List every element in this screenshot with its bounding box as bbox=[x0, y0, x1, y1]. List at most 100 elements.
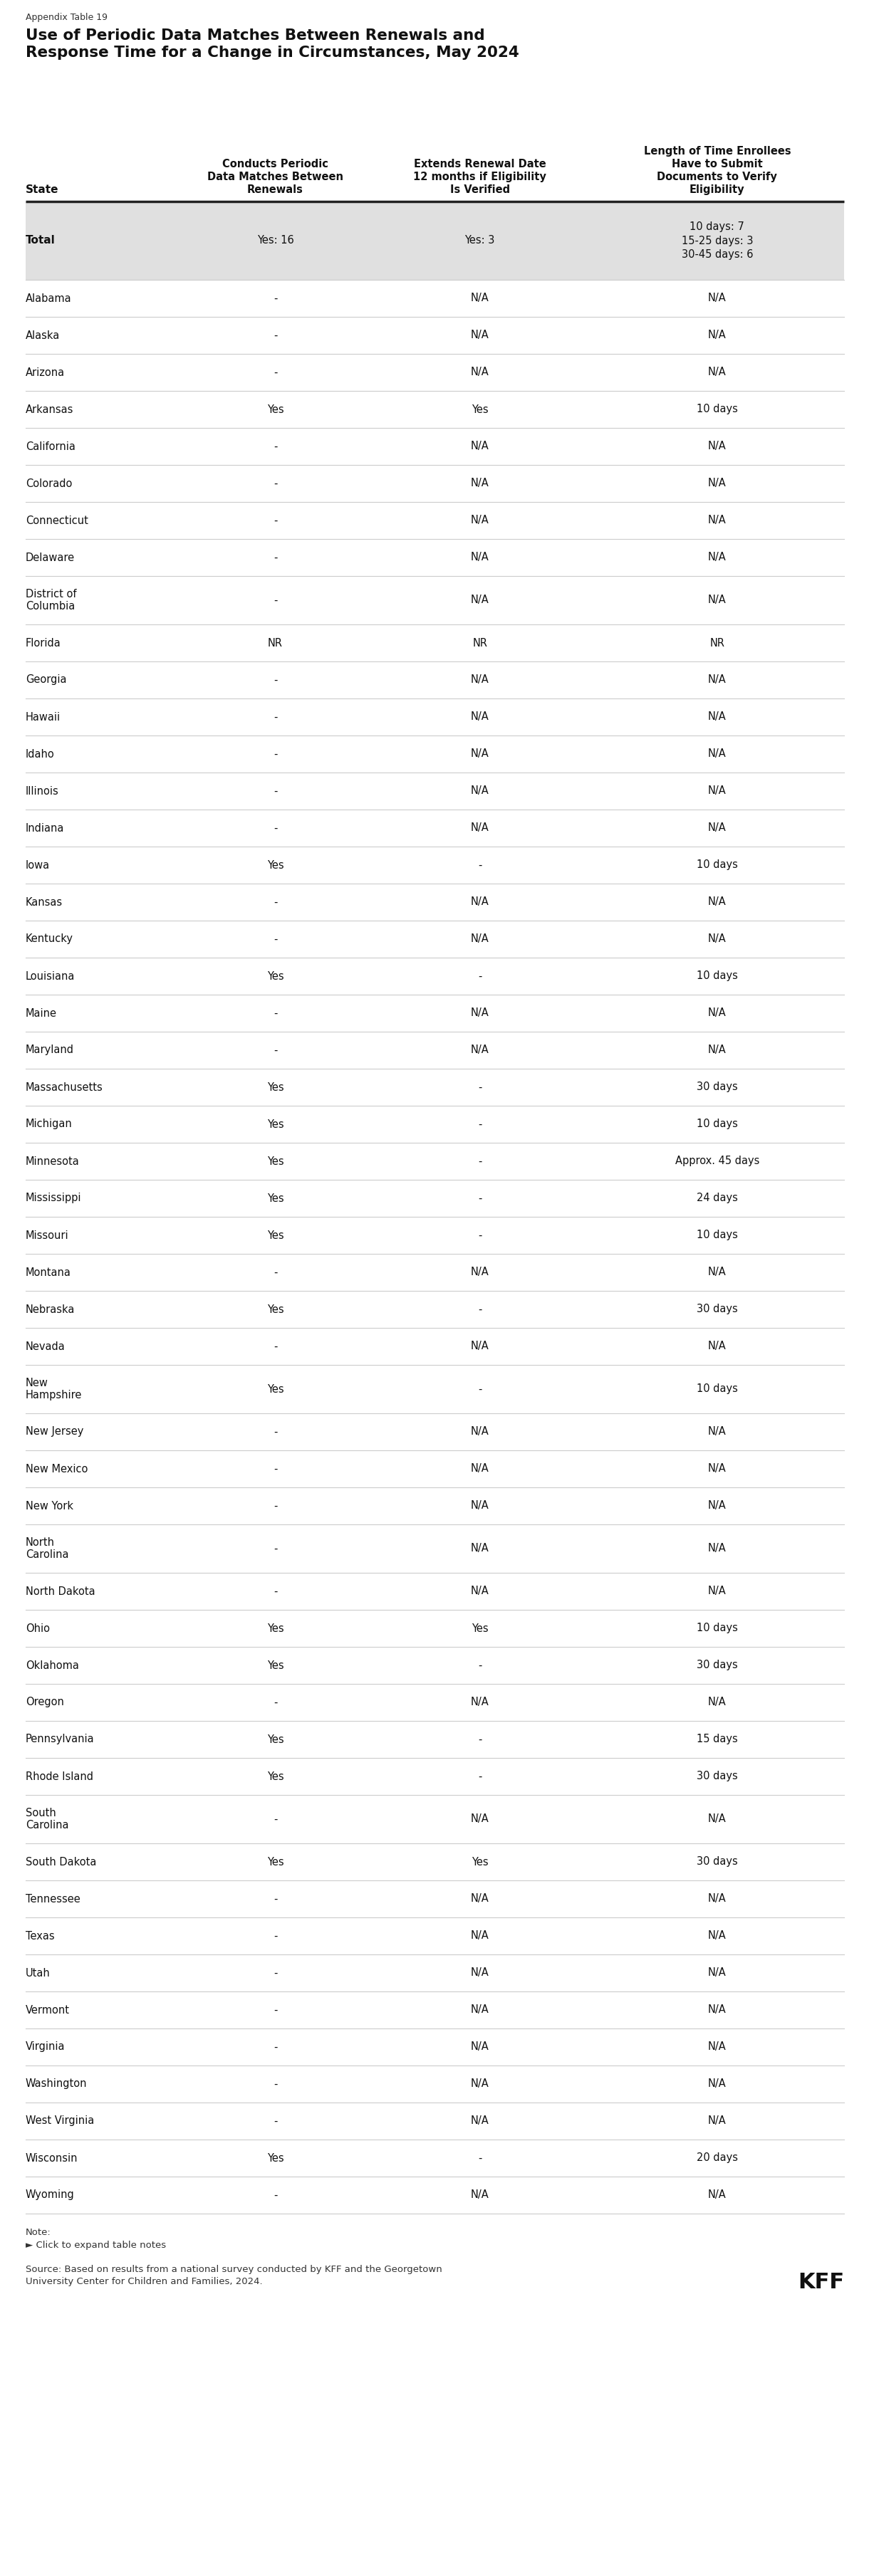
Text: Length of Time Enrollees
Have to Submit
Documents to Verify
Eligibility: Length of Time Enrollees Have to Submit … bbox=[644, 147, 791, 196]
Text: Yes: Yes bbox=[267, 2154, 283, 2164]
Text: Appendix Table 19: Appendix Table 19 bbox=[26, 13, 108, 23]
Text: Yes: 16: Yes: 16 bbox=[257, 234, 294, 245]
Text: Missouri: Missouri bbox=[26, 1229, 69, 1242]
Text: South Dakota: South Dakota bbox=[26, 1857, 96, 1868]
Text: N/A: N/A bbox=[471, 1893, 489, 1904]
Text: Yes: Yes bbox=[267, 1229, 283, 1242]
Text: -: - bbox=[478, 1118, 481, 1131]
Text: N/A: N/A bbox=[471, 1929, 489, 1942]
Text: N/A: N/A bbox=[471, 479, 489, 489]
Text: -: - bbox=[274, 822, 277, 835]
Text: N/A: N/A bbox=[708, 786, 726, 796]
Text: N/A: N/A bbox=[708, 515, 726, 526]
Text: N/A: N/A bbox=[471, 1427, 489, 1437]
Text: 10 days: 10 days bbox=[697, 404, 738, 415]
Text: Nebraska: Nebraska bbox=[26, 1303, 75, 1314]
Text: Virginia: Virginia bbox=[26, 2043, 65, 2053]
Text: Massachusetts: Massachusetts bbox=[26, 1082, 103, 1092]
Text: -: - bbox=[478, 1772, 481, 1783]
Text: California: California bbox=[26, 440, 76, 451]
Text: N/A: N/A bbox=[708, 1342, 726, 1352]
Text: -: - bbox=[478, 1303, 481, 1314]
Text: Yes: Yes bbox=[267, 1303, 283, 1314]
Text: Note:: Note: bbox=[26, 2228, 51, 2236]
Text: 10 days: 10 days bbox=[697, 1383, 738, 1394]
Text: N/A: N/A bbox=[708, 1698, 726, 1708]
Text: Total: Total bbox=[26, 234, 56, 245]
Text: West Virginia: West Virginia bbox=[26, 2115, 94, 2125]
Text: 10 days: 10 days bbox=[697, 971, 738, 981]
Text: Pennsylvania: Pennsylvania bbox=[26, 1734, 95, 1744]
Text: N/A: N/A bbox=[471, 1698, 489, 1708]
Text: N/A: N/A bbox=[471, 1046, 489, 1056]
Text: N/A: N/A bbox=[708, 2043, 726, 2053]
Text: N/A: N/A bbox=[471, 2004, 489, 2014]
Text: Montana: Montana bbox=[26, 1267, 71, 1278]
Text: N/A: N/A bbox=[708, 1267, 726, 1278]
Text: N/A: N/A bbox=[708, 1893, 726, 1904]
Text: Yes: Yes bbox=[267, 1623, 283, 1633]
Text: Vermont: Vermont bbox=[26, 2004, 70, 2014]
Text: Wisconsin: Wisconsin bbox=[26, 2154, 78, 2164]
Text: New York: New York bbox=[26, 1502, 73, 1512]
Text: N/A: N/A bbox=[708, 1814, 726, 1824]
Text: Rhode Island: Rhode Island bbox=[26, 1772, 93, 1783]
Text: N/A: N/A bbox=[471, 294, 489, 304]
Text: N/A: N/A bbox=[708, 2115, 726, 2125]
Text: N/A: N/A bbox=[471, 1814, 489, 1824]
Text: N/A: N/A bbox=[471, 2079, 489, 2089]
Text: -: - bbox=[274, 1587, 277, 1597]
Text: N/A: N/A bbox=[471, 933, 489, 945]
Text: Source: Based on results from a national survey conducted by KFF and the Georget: Source: Based on results from a national… bbox=[26, 2264, 442, 2287]
Text: N/A: N/A bbox=[708, 933, 726, 945]
Text: -: - bbox=[274, 1427, 277, 1437]
Text: -: - bbox=[274, 330, 277, 340]
Text: N/A: N/A bbox=[471, 2043, 489, 2053]
Text: NR: NR bbox=[710, 639, 725, 649]
Text: N/A: N/A bbox=[471, 551, 489, 562]
Text: N/A: N/A bbox=[708, 1046, 726, 1056]
Text: N/A: N/A bbox=[708, 1587, 726, 1597]
Text: Louisiana: Louisiana bbox=[26, 971, 75, 981]
Text: -: - bbox=[274, 294, 277, 304]
Text: Minnesota: Minnesota bbox=[26, 1157, 80, 1167]
Text: N/A: N/A bbox=[471, 1463, 489, 1473]
Text: North
Carolina: North Carolina bbox=[26, 1538, 69, 1561]
Text: N/A: N/A bbox=[708, 1007, 726, 1018]
Text: N/A: N/A bbox=[708, 366, 726, 379]
Text: N/A: N/A bbox=[471, 822, 489, 835]
Text: N/A: N/A bbox=[471, 366, 489, 379]
Text: N/A: N/A bbox=[471, 1342, 489, 1352]
Text: Yes: Yes bbox=[267, 1659, 283, 1672]
Bar bbox=[26, 201, 844, 281]
Text: Alaska: Alaska bbox=[26, 330, 60, 340]
Text: N/A: N/A bbox=[708, 595, 726, 605]
Text: -: - bbox=[274, 2190, 277, 2200]
Text: -: - bbox=[274, 1046, 277, 1056]
Text: -: - bbox=[274, 1543, 277, 1553]
Text: -: - bbox=[478, 1734, 481, 1744]
Text: -: - bbox=[478, 1229, 481, 1242]
Text: N/A: N/A bbox=[471, 1587, 489, 1597]
Text: State: State bbox=[26, 185, 59, 196]
Text: N/A: N/A bbox=[708, 1929, 726, 1942]
Text: -: - bbox=[478, 1659, 481, 1672]
Text: -: - bbox=[478, 1383, 481, 1394]
Text: 10 days: 10 days bbox=[697, 860, 738, 871]
Text: Conducts Periodic
Data Matches Between
Renewals: Conducts Periodic Data Matches Between R… bbox=[207, 160, 343, 196]
Text: N/A: N/A bbox=[471, 711, 489, 721]
Text: Mississippi: Mississippi bbox=[26, 1193, 82, 1203]
Text: -: - bbox=[274, 675, 277, 685]
Text: Oregon: Oregon bbox=[26, 1698, 64, 1708]
Text: N/A: N/A bbox=[471, 675, 489, 685]
Text: -: - bbox=[274, 1267, 277, 1278]
Text: -: - bbox=[274, 1893, 277, 1904]
Text: Arkansas: Arkansas bbox=[26, 404, 74, 415]
Text: New Mexico: New Mexico bbox=[26, 1463, 88, 1473]
Text: Hawaii: Hawaii bbox=[26, 711, 61, 721]
Text: N/A: N/A bbox=[708, 1968, 726, 1978]
Text: Yes: 3: Yes: 3 bbox=[465, 234, 495, 245]
Text: 24 days: 24 days bbox=[697, 1193, 738, 1203]
Text: -: - bbox=[274, 786, 277, 796]
Text: KFF: KFF bbox=[798, 2272, 844, 2293]
